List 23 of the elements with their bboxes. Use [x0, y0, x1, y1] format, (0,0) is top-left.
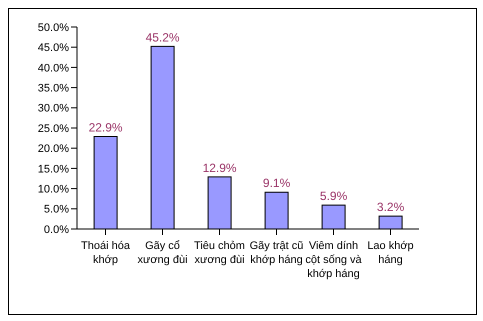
x-tick-label: Lao khớp háng [367, 240, 414, 266]
y-tick-label: 40.0% [38, 62, 70, 74]
y-tick-label: 25.0% [38, 122, 70, 135]
data-label: 45.2% [146, 30, 180, 44]
y-tick-label: 35.0% [38, 82, 70, 95]
y-tick-label: 0.0% [44, 224, 70, 236]
y-tick-label: 15.0% [38, 163, 70, 176]
x-tick-label: Gãy cổ xương đùi [137, 240, 188, 266]
data-label: 3.2% [376, 200, 405, 214]
y-tick-label: 45.0% [38, 42, 70, 54]
x-tick-label: Thoái hóa khớp [81, 240, 131, 266]
data-label: 22.9% [88, 120, 123, 134]
y-tick-label: 20.0% [38, 143, 70, 156]
x-tick-label: Tiêu chỏm xương đùi [194, 240, 245, 266]
data-label: 12.9% [202, 160, 237, 175]
y-tick-label: 30.0% [38, 102, 70, 115]
y-tick-label: 10.0% [38, 184, 70, 196]
x-tick-label: Viêm dính cột sống và khớp háng [305, 240, 363, 280]
x-tick-label: Gãy trật cũ khớp háng [250, 240, 304, 266]
y-tick-label: 50.0% [38, 22, 70, 34]
data-label: 9.1% [262, 176, 291, 190]
data-label: 5.9% [320, 189, 348, 204]
y-tick-label: 5.0% [44, 204, 70, 216]
